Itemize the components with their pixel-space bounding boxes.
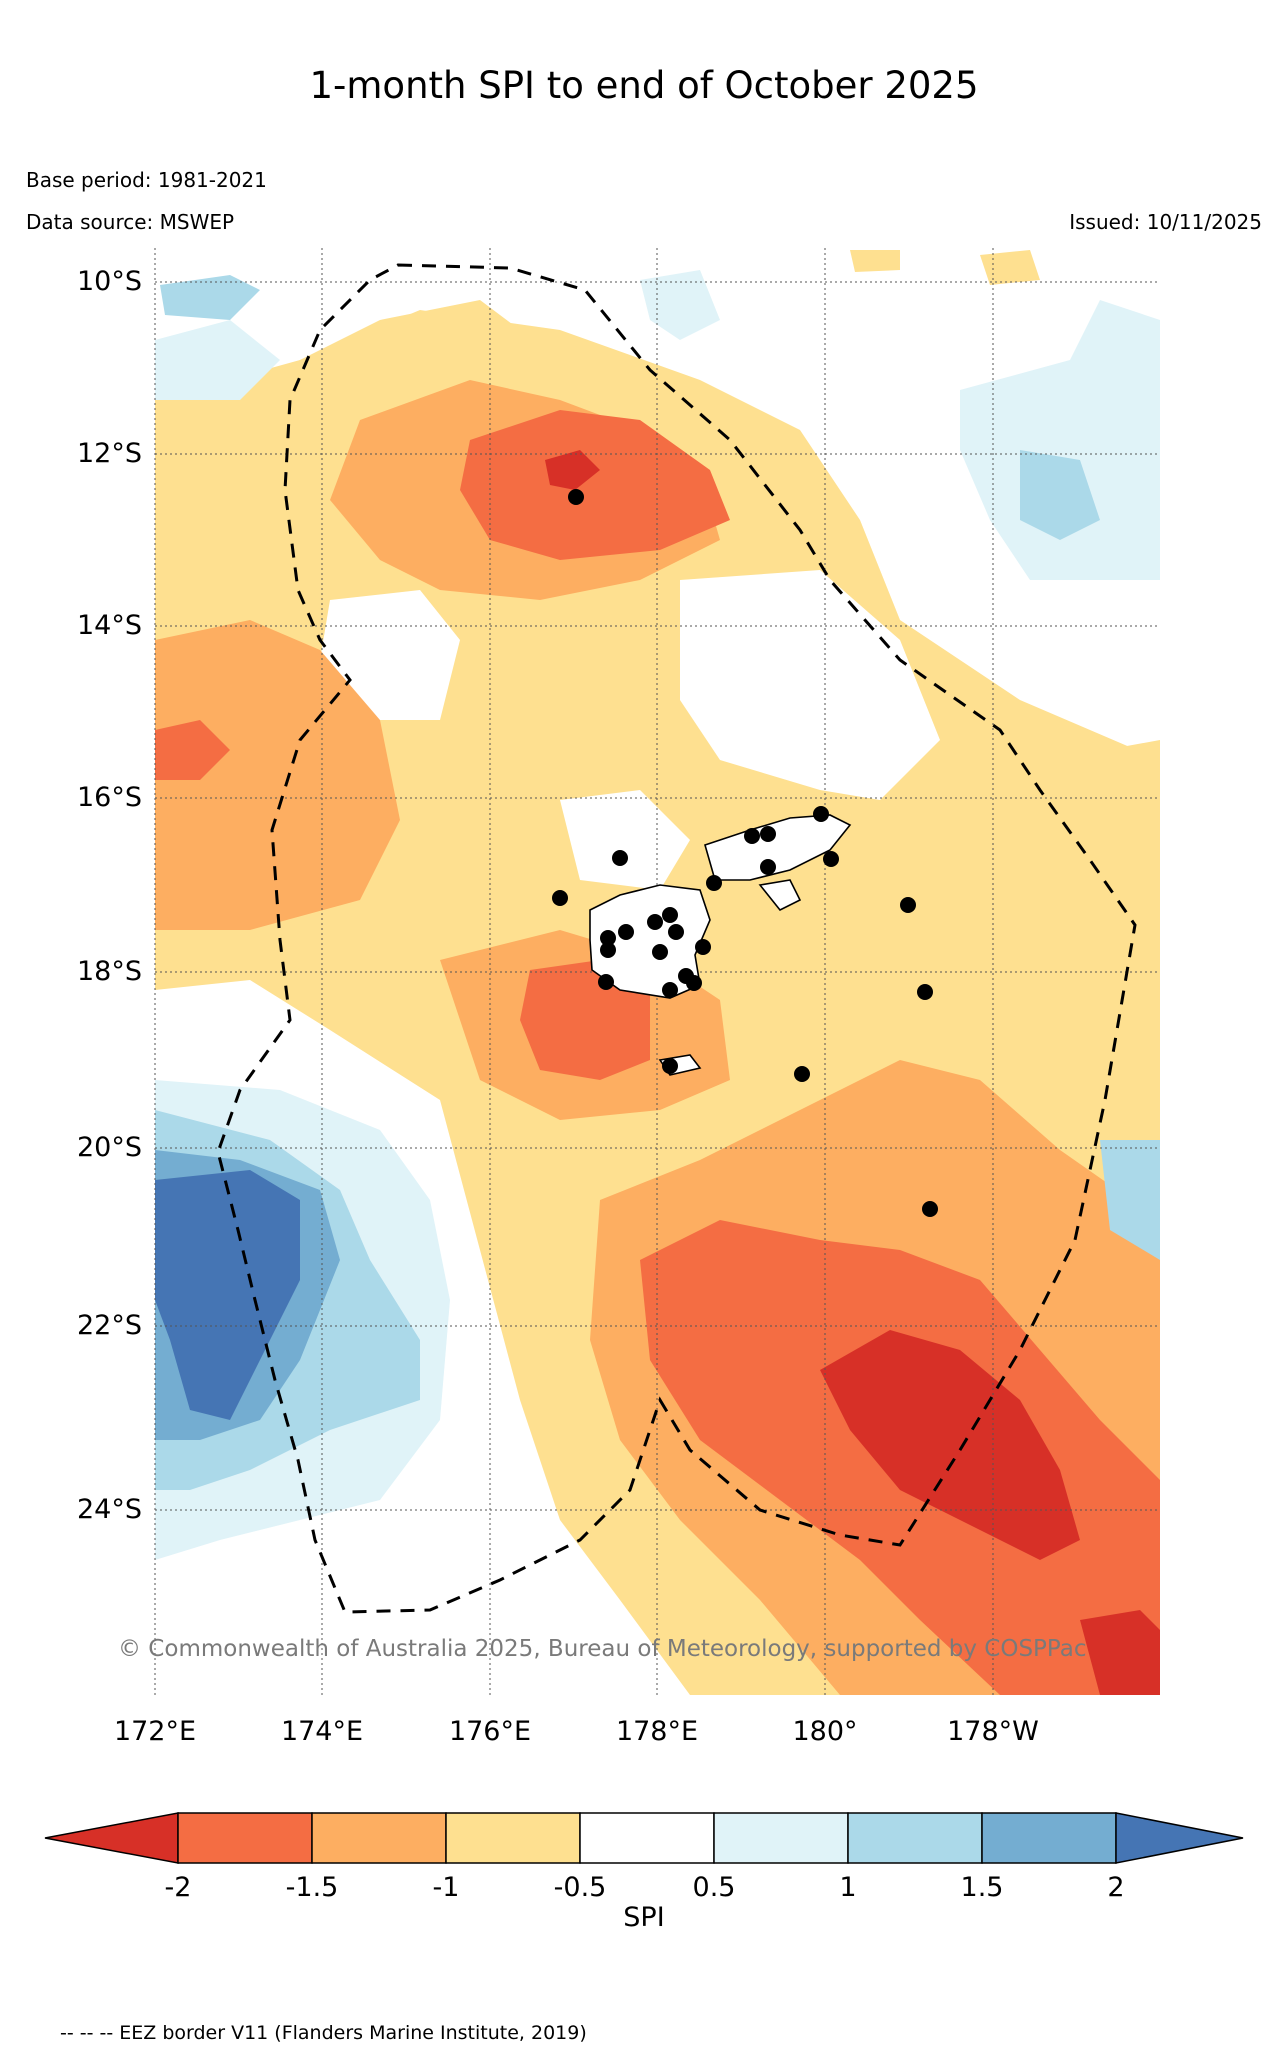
lon-label: 178°W (947, 1716, 1039, 1747)
lon-label: 172°E (114, 1716, 196, 1747)
lon-label: 178°E (616, 1716, 698, 1747)
lat-label: 12°S (77, 438, 142, 469)
lat-label: 10°S (77, 266, 142, 297)
colorbar-tick: 0.5 (693, 1872, 736, 1903)
lon-label: 174°E (281, 1716, 363, 1747)
lat-labels: 10°S 12°S 14°S 16°S 18°S 20°S 22°S 24°S (77, 266, 142, 1525)
lat-label: 18°S (77, 956, 142, 987)
eez-footnote: -- -- -- EEZ border V11 (Flanders Marine… (60, 2022, 587, 2044)
colorbar-tick: -2 (165, 1872, 192, 1903)
lon-label: 180° (792, 1716, 857, 1747)
lat-label: 20°S (77, 1132, 142, 1163)
colorbar-tick: 2 (1107, 1872, 1124, 1903)
lat-label: 24°S (77, 1494, 142, 1525)
lat-label: 14°S (77, 610, 142, 641)
colorbar-label: SPI (0, 1902, 1288, 1933)
colorbar-tick: -0.5 (554, 1872, 607, 1903)
colorbar-ticks: -2 -1.5 -1 -0.5 0.5 1 1.5 2 (165, 1872, 1125, 1903)
colorbar (45, 1813, 1243, 1863)
colorbar-tick: 1.5 (961, 1872, 1004, 1903)
lon-label: 176°E (449, 1716, 531, 1747)
lat-label: 22°S (77, 1310, 142, 1341)
copyright-notice: © Commonwealth of Australia 2025, Bureau… (118, 1636, 1087, 1662)
colorbar-tick: -1.5 (286, 1872, 339, 1903)
colorbar-tick: 1 (839, 1872, 856, 1903)
colorbar-tick: -1 (433, 1872, 460, 1903)
lat-label: 16°S (77, 782, 142, 813)
lon-labels: 172°E 174°E 176°E 178°E 180° 178°W (114, 1716, 1039, 1747)
